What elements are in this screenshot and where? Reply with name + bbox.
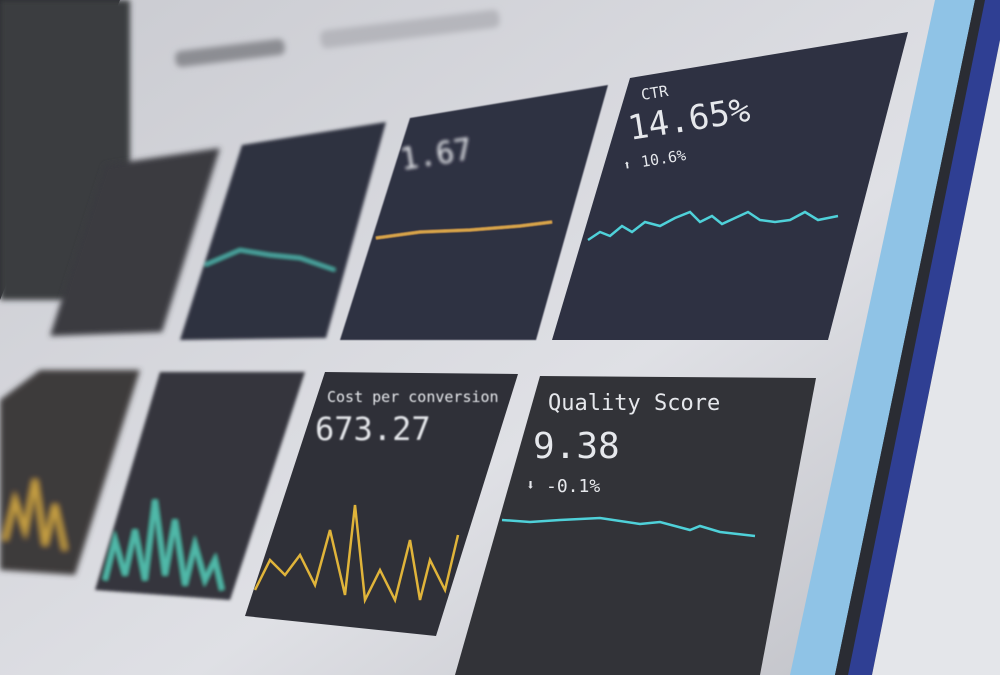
metric-card-blurred-1: [50, 148, 220, 336]
page-header-blurred: [175, 9, 500, 67]
sparkline-teal-bars: [102, 499, 225, 591]
bezel-navy: [848, 0, 1000, 675]
metric-card-blurred-2: [180, 122, 386, 340]
bezel-light-blue: [790, 0, 975, 675]
sparkline-ctr: [587, 210, 839, 242]
sparkline-gold-bars: [2, 479, 68, 551]
sparkline-quality-score: [501, 516, 756, 538]
card-label: Cost per conversion: [327, 388, 499, 406]
arrow-down-icon: ⬇: [526, 476, 535, 494]
card-value: 673.27: [315, 410, 431, 448]
metric-card-3: [340, 85, 608, 340]
card-value: 9.38: [533, 426, 620, 467]
metric-card-blurred-5: [0, 370, 140, 575]
metric-card-ctr: [552, 32, 908, 340]
arrow-up-icon: ⬆: [622, 158, 632, 174]
sparkline-teal: [204, 248, 336, 272]
card-change: -0.1%: [546, 476, 600, 497]
sparkline-gold: [375, 220, 553, 240]
card-label: Quality Score: [548, 391, 720, 416]
metric-card-quality-score: [455, 376, 816, 675]
sparkline-yellow: [253, 504, 460, 605]
background-wall: [872, 40, 1000, 675]
card-label: CTR: [640, 82, 671, 104]
bezel-dark: [835, 0, 985, 675]
